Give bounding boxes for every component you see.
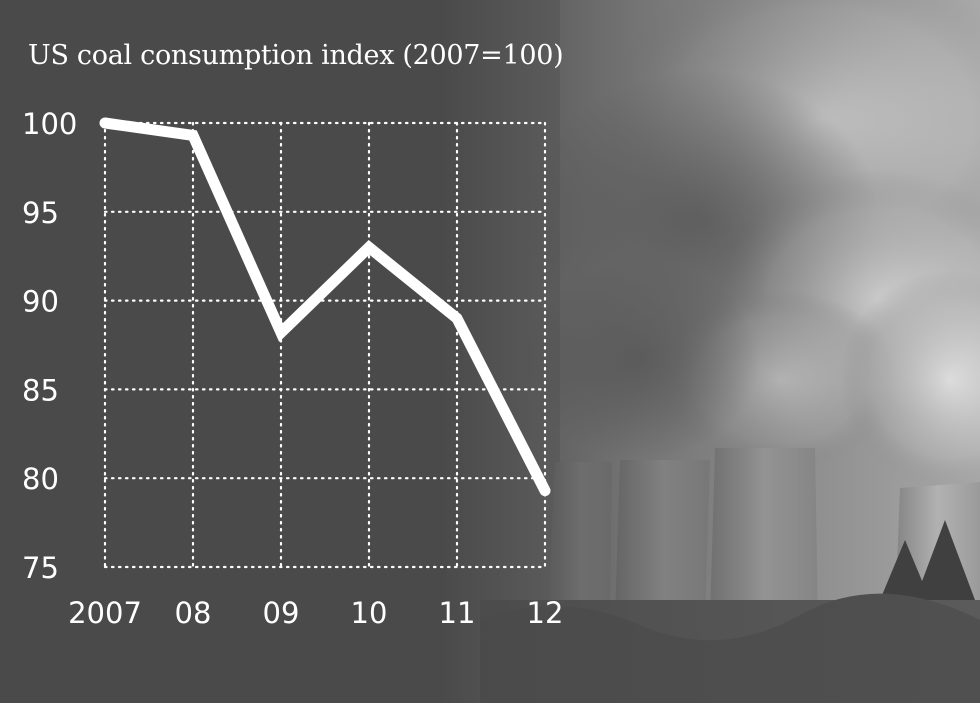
y-tick-label: 85 <box>22 373 59 407</box>
x-tick-label: 09 <box>263 596 300 630</box>
data-points <box>104 122 546 491</box>
grid <box>103 121 547 569</box>
x-tick-label: 08 <box>175 596 212 630</box>
x-tick-label: 12 <box>527 596 564 630</box>
y-tick-label: 95 <box>22 196 59 230</box>
x-tick-label: 11 <box>439 596 476 630</box>
y-tick-label: 75 <box>22 551 59 585</box>
chart-title: US coal consumption index (2007=100) <box>28 40 564 71</box>
y-axis: 100 95 90 85 80 75 <box>22 107 77 585</box>
series-line <box>99 117 551 497</box>
y-tick-label: 100 <box>22 107 77 141</box>
x-tick-label: 2007 <box>68 596 142 630</box>
x-axis: 2007 08 09 10 11 12 <box>68 596 563 630</box>
y-tick-label: 80 <box>22 462 59 496</box>
y-tick-label: 90 <box>22 285 59 319</box>
x-tick-label: 10 <box>351 596 388 630</box>
